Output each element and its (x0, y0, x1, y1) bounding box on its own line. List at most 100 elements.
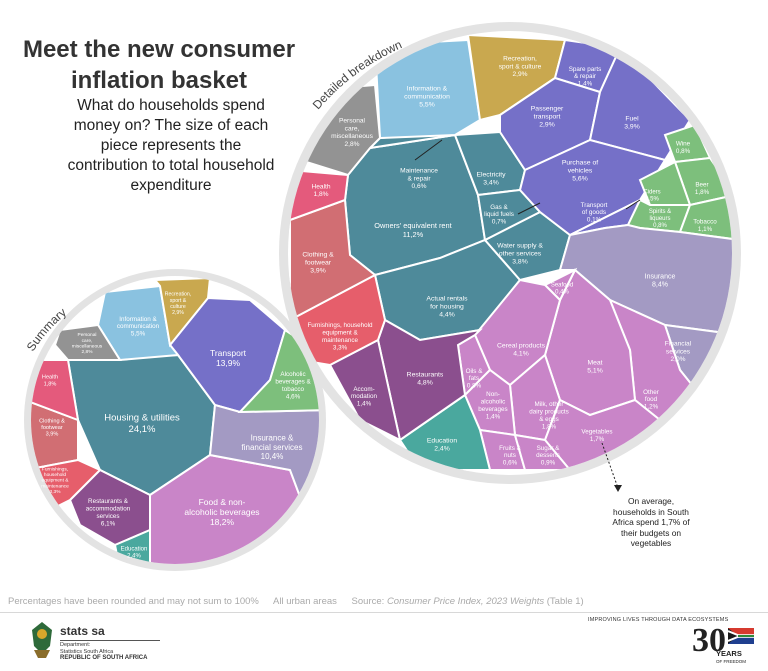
detail-meat-label-line: 5,1% (587, 367, 603, 374)
detail-fuel-label-line: 3,9% (624, 123, 640, 130)
detail-sugar-label-line: desserts (536, 452, 560, 459)
detail-furnishings-label-line: equipment & (322, 330, 358, 337)
detail-maintenance-label-line: Maintenance (400, 168, 438, 175)
detail-electricity-label: Electricity 3,4% (476, 171, 506, 186)
detail-personal-label-line: care, (345, 125, 360, 132)
detail-ciders-label-line: Ciders (643, 190, 660, 196)
summary-personal-label-line: care, (82, 338, 93, 344)
detail-fruits-label: Fruits & nuts 0,6% (499, 445, 521, 467)
detail-passenger-label: Passenger transport 2,9% (531, 105, 564, 128)
summary-labels: Housing & utilities 24,1% Food & non-alcoh… (39, 292, 311, 560)
footer-note: Percentages have been rounded and may no… (8, 596, 596, 607)
maintenance-pointer (414, 139, 443, 161)
summary-food-label-line: Food & non- (199, 497, 246, 507)
detail-spare-label: Spare parts & repair 1,4% (569, 66, 602, 88)
vegetables-callout-arrowhead (614, 485, 622, 492)
detail-financial-label-line: 2,0% (670, 356, 685, 363)
detail-transgoods-label: Transport of goods 0,1% (581, 202, 608, 224)
detail-info-label: Information & communication 5,5% (404, 85, 450, 108)
detail-education-label: Education 2,4% (427, 437, 457, 452)
detail-financial-label-line: Financial (665, 341, 692, 348)
detail-sugar-label: Sugar & desserts 0,9% (536, 445, 560, 467)
summary-housing-label: Housing & utilities 24,1% (104, 413, 180, 435)
detail-financial-label-line: services (666, 348, 691, 355)
summary-recreation-label: Recreation, sport & culture 2,9% (165, 292, 192, 316)
detail-financial-label: Financial services 2,0% (665, 341, 692, 364)
summary-insurance-label-line: Insurance & (251, 433, 294, 442)
detail-beer-label-line: 1,8% (695, 189, 710, 196)
detail-education-label-line: 2,4% (434, 445, 450, 452)
detail-oils-label-line: fats (469, 375, 479, 382)
summary-alcohol-label-line: tobacco (282, 386, 305, 393)
detail-accom-label: Accom-modation 1,4% (351, 386, 377, 408)
detail-vegetables-label: Vegetables 1,7% (581, 429, 612, 443)
detail-passenger-label-line: 2,9% (539, 121, 555, 128)
summary-restaurants-label-line: 6,1% (101, 520, 116, 527)
treemap-figure: Summary Detailed breakdown (24, 22, 741, 571)
dept-line-2: Statistics South Africa (60, 648, 114, 655)
areas-note: All urban areas (273, 596, 337, 607)
detail-oils-label-line: 0,8% (467, 383, 482, 390)
detail-wine-label: Wine 0,8% (676, 141, 691, 155)
summary-recreation-label-line: Recreation, (165, 292, 192, 298)
detail-accom-label-line: 1,4% (357, 401, 372, 408)
summary-alcohol-label: Alcoholic beverages & tobacco 4,6% (275, 371, 311, 400)
detail-nonalc-label: Non-alcoholic beverages 1,4% (478, 391, 507, 420)
detail-spare-label-line: Spare parts (569, 66, 602, 73)
detail-spare-label-line: 1,4% (578, 81, 593, 88)
summary-insurance-label-line: 10,4% (261, 452, 284, 461)
summary-info-label: Information & communication 5,5% (117, 316, 160, 338)
summary-alcohol-label-line: beverages & (275, 379, 311, 386)
detail-tobacco-label-line: 1,1% (698, 226, 713, 233)
summary-insurance-label: Insurance & financial services 10,4% (242, 433, 303, 461)
summary-restaurants-label-line: Restaurants & (88, 498, 129, 505)
summary-furnishings-label-line: household (44, 472, 66, 478)
detail-rentals-label-line: 4,4% (439, 311, 455, 318)
detail-nonalc-label-line: 1,4% (486, 413, 501, 420)
detail-labels: Owners' equivalent rent 11,2% Insurance 8,4… (302, 56, 717, 467)
summary-recreation-label-line: 2,9% (172, 310, 184, 316)
detail-meat-label-line: Meat (587, 359, 602, 366)
detail-restaurants-label-line: 4,8% (417, 379, 433, 386)
summary-recreation-label-line: sport & (170, 298, 187, 304)
summary-treemap (31, 276, 319, 564)
years-word-1: YEARS (716, 649, 742, 658)
detail-gas-label-line: 0,7% (492, 219, 507, 226)
summary-cell-personal (53, 323, 122, 361)
detail-furnishings-label: Furnishings, household equipment & mainten… (307, 322, 373, 351)
detail-insurance-label-line: Insurance (645, 273, 676, 280)
summary-info-label-line: communication (117, 323, 160, 330)
detail-cereal-label: Cereal products 4,1% (497, 342, 546, 357)
summary-education-label-line: 2,4% (127, 554, 141, 560)
detail-clothing-label-line: footwear (305, 259, 332, 266)
summary-furnishings-label-line: 3,3% (50, 489, 62, 495)
detail-seafood-label: Seafood 0,4% (551, 283, 573, 296)
detail-personal-label-line: Personal (339, 118, 366, 125)
source-title: Consumer Price Index, 2023 Weights (386, 596, 545, 607)
coat-of-arms-icon (32, 622, 52, 658)
detail-fruits-label-line: nuts (504, 452, 516, 459)
detail-rentals-label-line: Actual rentals (426, 295, 468, 302)
detail-education-label-line: Education (427, 437, 457, 444)
summary-clothing-label-line: footwear (41, 425, 63, 431)
brand-department: Department: Statistics South Africa REPU… (60, 642, 147, 662)
detail-otherfood-label: Other food 1,2% (643, 389, 659, 411)
detail-personal-label: Personal care, miscellaneous 2,8% (331, 118, 373, 148)
detail-recreation-label-line: Recreation, (503, 56, 537, 63)
summary-cell-health (31, 359, 80, 422)
detail-oils-label: Oils & fats 0,8% (466, 368, 484, 390)
detail-cell-insurance (558, 223, 732, 337)
thirty-years-logo: 30 YEARS OF FREEDOM (692, 622, 754, 668)
detail-gas-label: Gas & liquid fuels 0,7% (484, 204, 514, 226)
detail-cereal-label-line: Cereal products (497, 342, 546, 349)
detail-fruits-label-line: Fruits & (499, 445, 521, 452)
detail-maintenance-label: Maintenance & repair 0,6% (400, 168, 438, 191)
detail-oils-label-line: Oils & (466, 368, 484, 375)
source-note: Source: Consumer Price Index, 2023 Weigh… (352, 596, 584, 607)
detail-health-label: Health 1,8% (311, 183, 330, 198)
detail-otherfood-label-line: Other (643, 389, 659, 396)
detail-milk-label-line: & eggs (539, 416, 559, 423)
sa-flag-icon (728, 628, 754, 644)
vegetables-callout: On average, households in South Africa s… (612, 496, 690, 548)
detail-water-label-line: Water supply & (497, 242, 543, 249)
